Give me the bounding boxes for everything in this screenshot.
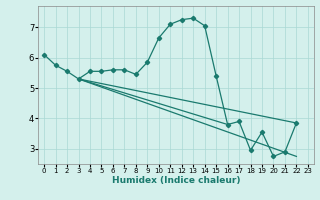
X-axis label: Humidex (Indice chaleur): Humidex (Indice chaleur) [112, 176, 240, 185]
